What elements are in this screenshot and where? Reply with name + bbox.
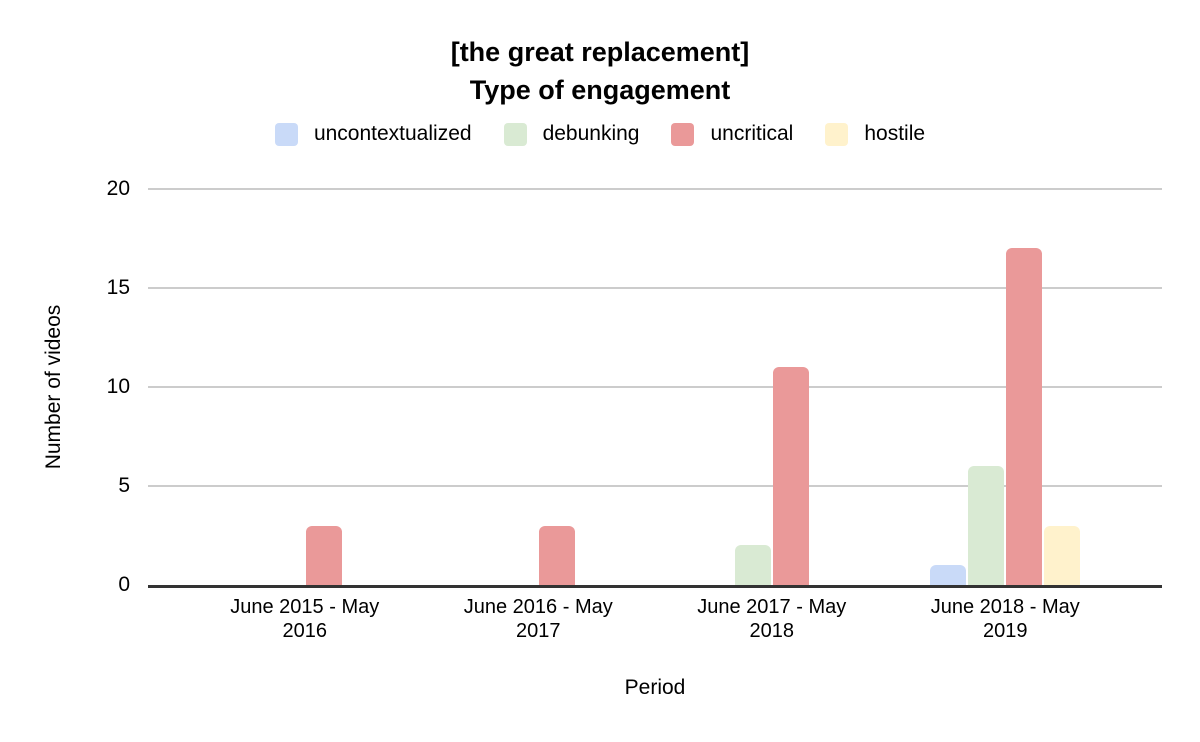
bar-group-2017 xyxy=(422,189,656,585)
gridline xyxy=(148,188,1162,190)
bar-hostile-2019 xyxy=(1044,525,1081,585)
legend-label: uncontextualized xyxy=(313,122,472,145)
x-tick-line-1: June 2018 - May xyxy=(930,596,1080,618)
bar-group-2018 xyxy=(655,189,889,585)
x-tick-label: June 2016 - May 2017 xyxy=(422,595,656,643)
x-axis-ticks: June 2015 - May 2016 June 2016 - May 2017 Ju… xyxy=(148,595,1162,643)
legend-label: debunking xyxy=(542,122,640,145)
x-tick-line-2: 2018 xyxy=(749,620,795,642)
x-tick-line-2: 2017 xyxy=(516,620,561,642)
y-tick-label: 0 xyxy=(118,573,130,596)
chart-title: [the great replacement] Type of engageme… xyxy=(0,33,1200,109)
x-axis-title: Period xyxy=(624,676,686,699)
legend-item-uncritical: uncritical xyxy=(671,122,793,146)
legend-item-debunking: debunking xyxy=(503,122,640,146)
gridline xyxy=(148,485,1162,487)
x-tick-line-2: 2019 xyxy=(983,620,1028,642)
x-tick-line-1: June 2017 - May xyxy=(697,596,847,618)
chart-title-line-2: Type of engagement xyxy=(469,75,731,105)
y-tick-label: 15 xyxy=(106,276,130,299)
legend-swatch-uncontextualized xyxy=(274,122,298,146)
bar-debunking-2019 xyxy=(968,466,1005,585)
bar-uncritical-2019 xyxy=(1006,248,1043,585)
legend-item-uncontextualized: uncontextualized xyxy=(274,122,472,146)
legend-swatch-hostile xyxy=(825,122,849,146)
gridline xyxy=(148,287,1162,289)
legend-item-hostile: hostile xyxy=(825,122,925,146)
bar-group-2016 xyxy=(188,189,422,585)
y-axis-ticks: 0 5 10 15 20 xyxy=(0,177,138,596)
bar-group-2019 xyxy=(889,189,1123,585)
y-tick-label: 20 xyxy=(106,177,130,200)
legend-label: uncritical xyxy=(710,122,794,145)
bar-uncritical-2018 xyxy=(772,367,809,585)
chart-title-line-1: [the great replacement] xyxy=(450,37,750,67)
legend: uncontextualized debunking uncritical hosti… xyxy=(0,122,1200,146)
legend-swatch-uncritical xyxy=(671,122,695,146)
bar-groups xyxy=(148,189,1162,585)
bar-uncritical-2016 xyxy=(305,525,342,585)
plot-area xyxy=(148,188,1162,588)
x-tick-line-1: June 2016 - May xyxy=(463,596,613,618)
y-tick-label: 10 xyxy=(106,375,130,398)
x-tick-line-2: 2016 xyxy=(282,620,328,642)
x-tick-label: June 2017 - May 2018 xyxy=(655,595,889,643)
bar-uncontextualized-2019 xyxy=(930,565,967,585)
x-tick-line-1: June 2015 - May xyxy=(230,596,380,618)
y-tick-label: 5 xyxy=(118,474,130,497)
x-tick-label: June 2015 - May 2016 xyxy=(188,595,422,643)
legend-swatch-debunking xyxy=(503,122,527,146)
legend-label: hostile xyxy=(864,122,926,145)
bar-uncritical-2017 xyxy=(539,525,576,585)
bar-debunking-2018 xyxy=(734,545,771,585)
x-tick-label: June 2018 - May 2019 xyxy=(889,595,1123,643)
gridline xyxy=(148,386,1162,388)
